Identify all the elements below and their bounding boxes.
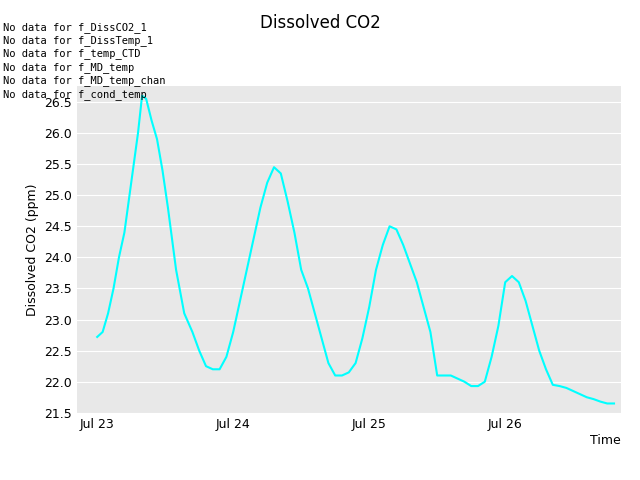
Text: No data for f_DissTemp_1: No data for f_DissTemp_1 — [3, 35, 153, 46]
Text: No data for f_temp_CTD: No data for f_temp_CTD — [3, 48, 141, 60]
Text: Dissolved CO2: Dissolved CO2 — [260, 14, 380, 33]
Text: No data for f_DissCO2_1: No data for f_DissCO2_1 — [3, 22, 147, 33]
Text: No data for f_cond_temp: No data for f_cond_temp — [3, 89, 147, 100]
Text: No data for f_MD_temp: No data for f_MD_temp — [3, 62, 134, 73]
Y-axis label: Dissolved CO2 (ppm): Dissolved CO2 (ppm) — [26, 183, 38, 316]
Text: Time: Time — [590, 434, 621, 447]
Text: No data for f_MD_temp_chan: No data for f_MD_temp_chan — [3, 75, 166, 86]
